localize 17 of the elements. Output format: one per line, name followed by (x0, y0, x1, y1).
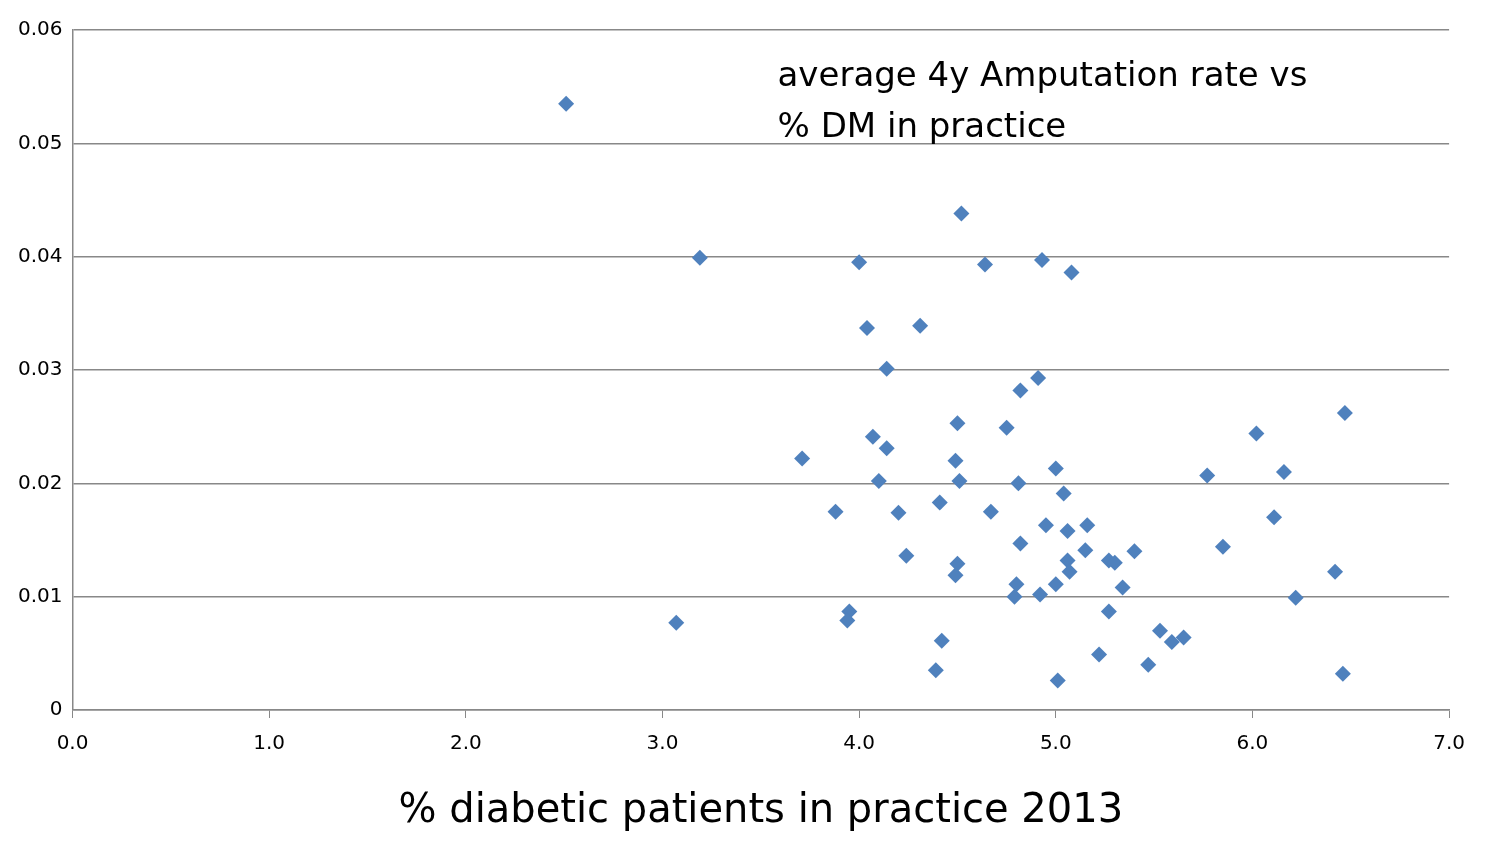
x-tick-label: 1.0 (253, 730, 286, 755)
y-tick-label: 0.02 (18, 469, 63, 494)
x-tick-label: 2.0 (449, 730, 482, 755)
y-tick-label: 0 (49, 696, 63, 721)
y-tick-label: 0.05 (18, 129, 63, 154)
y-tick-label: 0.03 (18, 356, 63, 381)
y-tick-label: 0.06 (18, 16, 63, 41)
x-tick-label: 0.0 (56, 730, 89, 755)
x-tick-label: 4.0 (843, 730, 876, 755)
x-tick-label: 3.0 (646, 730, 679, 755)
y-tick-label: 0.01 (18, 582, 63, 607)
x-tick-label: 5.0 (1039, 730, 1072, 755)
x-tick-label: 7.0 (1433, 730, 1465, 755)
x-tick-label: 6.0 (1236, 730, 1269, 755)
y-tick-label: 0.04 (18, 242, 63, 267)
text: average 4y Amputation rate vs % DM in practice (777, 53, 1308, 145)
x-axis-title: % diabetic patients in practice 2013 (398, 785, 1124, 832)
